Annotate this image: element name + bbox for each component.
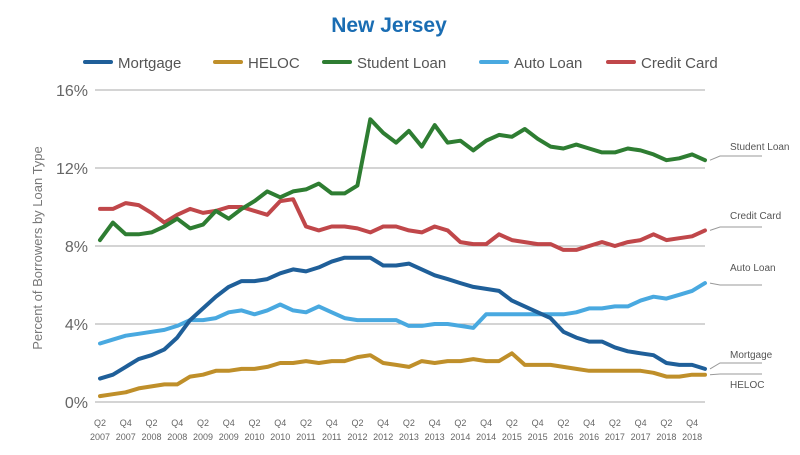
end-label-leader (709, 373, 762, 376)
end-label-leader (709, 155, 762, 161)
end-label: Auto Loan (730, 263, 776, 274)
x-tick-label: Q2 (197, 418, 209, 428)
x-tick-label: 2017 (605, 432, 625, 442)
series-line-mortgage (98, 255, 707, 381)
y-tick-label: 16% (56, 83, 88, 100)
legend-entry: Mortgage (118, 55, 181, 72)
x-tick-label: Q4 (120, 418, 132, 428)
x-tick-label: 2012 (373, 432, 393, 442)
x-tick-label: Q2 (557, 418, 569, 428)
x-axis-ticks: Q2 2007 Q4 2007 Q2 2008 Q4 2008 Q2 2009 Q4 2009 Q2 20… (90, 418, 702, 442)
chart-title: New Jersey (331, 14, 447, 37)
x-tick-label: Q2 (454, 418, 466, 428)
x-tick-label: 2014 (476, 432, 496, 442)
x-tick-label: 2009 (193, 432, 213, 442)
x-tick-label: Q4 (429, 418, 441, 428)
x-tick-label: Q2 (660, 418, 672, 428)
x-tick-label: Q4 (480, 418, 492, 428)
legend-entry: Student Loan (357, 55, 446, 72)
y-tick-label: 4% (65, 317, 88, 334)
x-tick-label: Q2 (94, 418, 106, 428)
legend-entry: Auto Loan (514, 55, 582, 72)
end-label-leader (709, 362, 762, 370)
series-line-student-loan (98, 117, 707, 243)
x-tick-label: 2014 (450, 432, 470, 442)
x-tick-label: 2010 (244, 432, 264, 442)
x-tick-label: 2009 (219, 432, 239, 442)
end-label-leader (709, 282, 762, 286)
x-tick-label: 2017 (631, 432, 651, 442)
x-tick-label: 2011 (322, 432, 341, 442)
x-tick-label: 2008 (167, 432, 187, 442)
y-axis-label: Percent of Borrowers by Loan Type (30, 146, 45, 350)
x-tick-label: 2011 (296, 432, 315, 442)
x-tick-label: Q4 (583, 418, 595, 428)
x-tick-label: 2018 (682, 432, 702, 442)
legend-entry: HELOC (248, 55, 300, 72)
x-tick-label: Q4 (171, 418, 183, 428)
end-label: Mortgage (730, 350, 773, 361)
x-tick-label: Q2 (145, 418, 157, 428)
y-axis-ticks: 0% 4% 8% 12% 16% (56, 83, 88, 412)
legend-entry: Credit Card (641, 55, 718, 72)
y-tick-label: 8% (65, 239, 88, 256)
x-tick-label: 2015 (502, 432, 522, 442)
x-tick-label: Q4 (686, 418, 698, 428)
x-tick-label: 2012 (347, 432, 367, 442)
end-label: Student Loan (730, 142, 790, 153)
x-tick-label: 2007 (116, 432, 136, 442)
x-tick-label: Q2 (609, 418, 621, 428)
x-tick-label: 2010 (270, 432, 290, 442)
x-tick-label: 2013 (425, 432, 445, 442)
x-tick-label: Q4 (326, 418, 338, 428)
x-tick-label: Q4 (532, 418, 544, 428)
series-lines (98, 117, 707, 399)
x-tick-label: Q4 (635, 418, 647, 428)
x-tick-label: Q2 (300, 418, 312, 428)
end-label: HELOC (730, 380, 764, 391)
x-tick-label: 2007 (90, 432, 110, 442)
legend: Mortgage HELOC Student Loan Auto Loan Credit… (83, 55, 718, 72)
x-tick-label: Q2 (506, 418, 518, 428)
x-tick-label: 2015 (528, 432, 548, 442)
end-label: Credit Card (730, 211, 781, 222)
x-tick-label: Q2 (248, 418, 260, 428)
series-line-heloc (98, 351, 707, 399)
x-tick-label: Q4 (377, 418, 389, 428)
series-line-credit-card (98, 197, 707, 252)
x-tick-label: Q2 (351, 418, 363, 428)
y-tick-label: 12% (56, 161, 88, 178)
x-tick-label: 2008 (141, 432, 161, 442)
x-tick-label: 2016 (579, 432, 599, 442)
x-tick-label: 2016 (553, 432, 573, 442)
end-label-leader (709, 226, 762, 231)
x-tick-label: Q4 (274, 418, 286, 428)
series-end-labels: Mortgage HELOC Student Loan Auto Loan Credit… (709, 142, 790, 391)
x-tick-label: 2013 (399, 432, 419, 442)
x-tick-label: Q4 (223, 418, 235, 428)
x-tick-label: 2018 (656, 432, 676, 442)
x-tick-label: Q2 (403, 418, 415, 428)
series-line-auto-loan (98, 281, 707, 346)
y-tick-label: 0% (65, 395, 88, 412)
